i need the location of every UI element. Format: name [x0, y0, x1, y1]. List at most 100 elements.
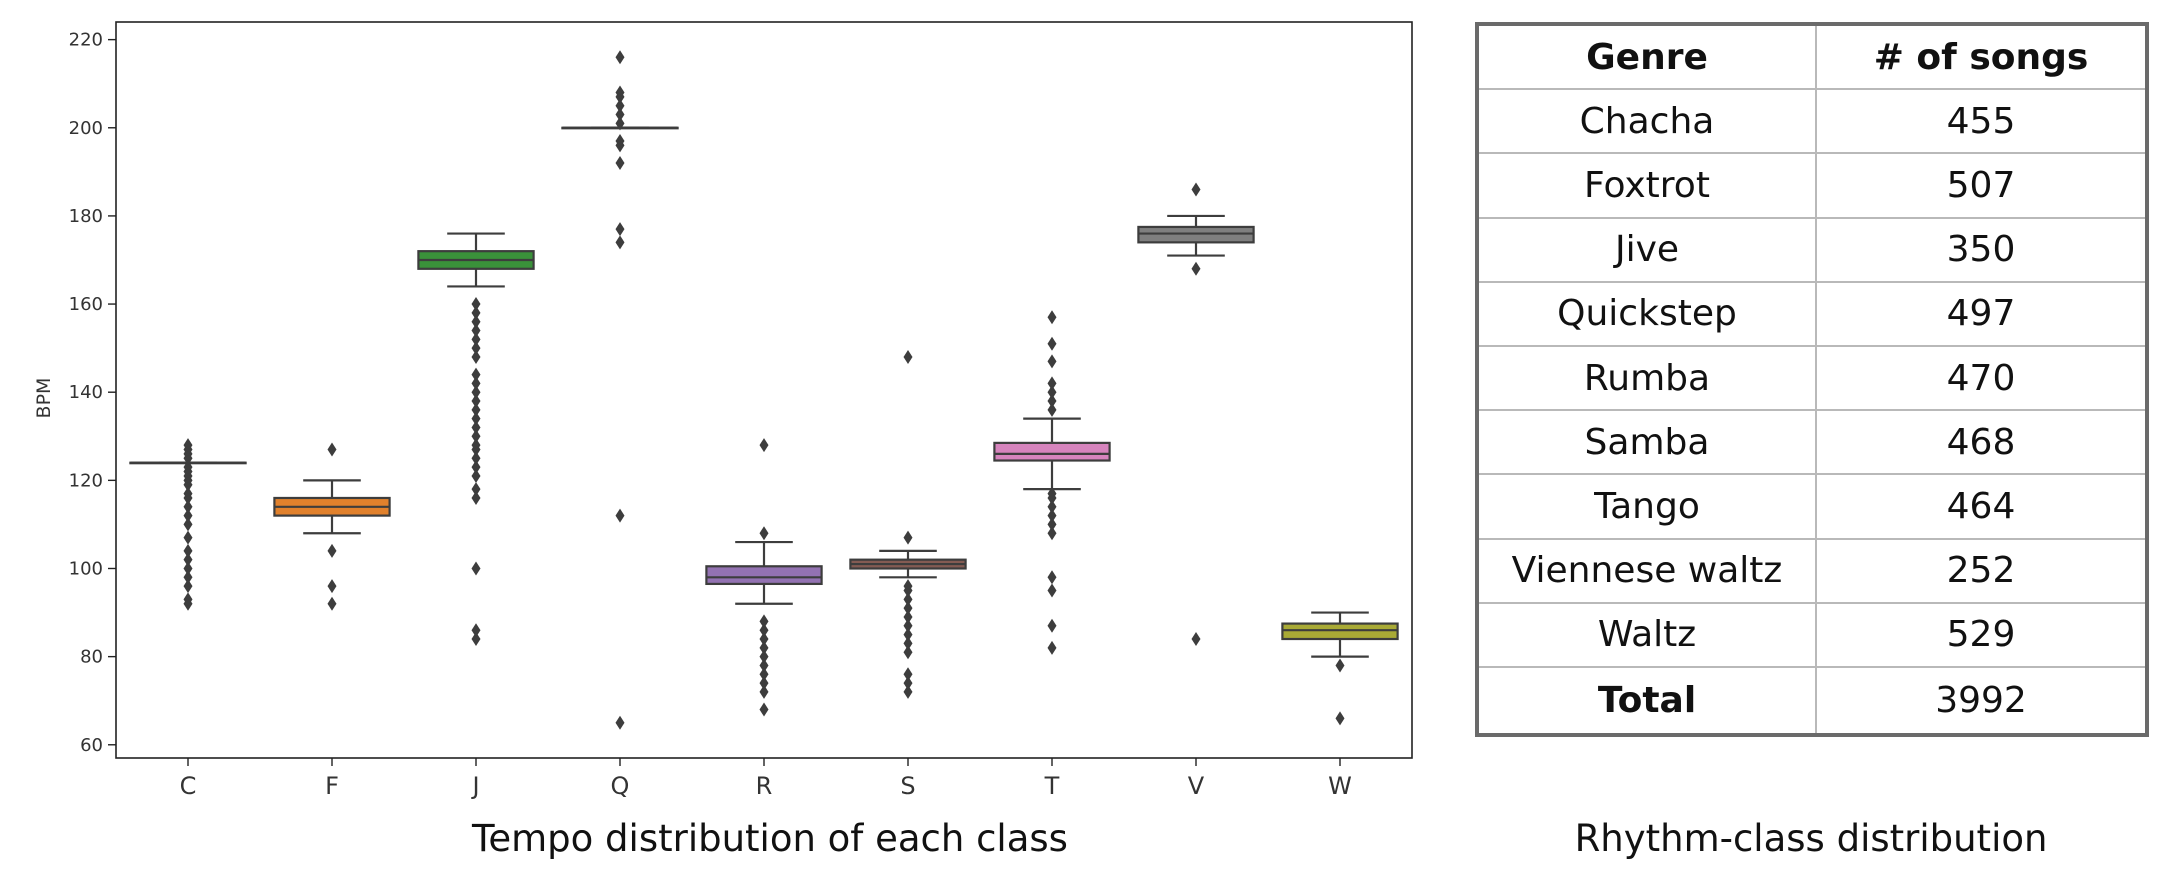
outlier-point — [1335, 711, 1345, 726]
box-iqr — [1137, 225, 1255, 244]
outlier-point — [1047, 376, 1057, 391]
outlier-point — [1047, 583, 1057, 598]
y-tick-label: 80 — [80, 647, 103, 668]
x-tick-label: F — [325, 772, 339, 800]
outlier-point — [615, 85, 625, 100]
outlier-point — [903, 601, 913, 616]
outlier-point — [471, 332, 481, 347]
song-count-cell: 507 — [1815, 152, 2148, 219]
table-row: Waltz 529 — [1476, 601, 2148, 668]
song-count-cell: 470 — [1815, 344, 2148, 412]
song-count-cell: 3992 — [1815, 665, 2148, 736]
outlier-point — [615, 50, 625, 65]
table-row: Jive 350 — [1476, 216, 2148, 283]
outlier-point — [183, 579, 193, 594]
box-iqr — [1281, 622, 1399, 641]
genre-cell: Chacha — [1476, 88, 1817, 155]
outlier-point — [615, 107, 625, 122]
outlier-point — [183, 438, 193, 453]
box-iqr — [993, 441, 1111, 462]
genre-cell: Waltz — [1476, 601, 1817, 668]
y-axis-label: BPM — [33, 378, 55, 419]
outlier-point — [903, 579, 913, 594]
outlier-point — [1047, 354, 1057, 369]
outlier-point — [471, 411, 481, 426]
outlier-point — [471, 314, 481, 329]
outlier-point — [183, 530, 193, 545]
table-row: Rumba 470 — [1476, 344, 2148, 412]
rhythm-class-table: Genre # of songs Chacha 455 Foxtrot 507 Jive… — [1475, 22, 2149, 737]
outlier-point — [471, 394, 481, 409]
song-count-cell: 350 — [1815, 216, 2148, 283]
outlier-point — [471, 420, 481, 435]
outlier-point — [615, 156, 625, 171]
outlier-point — [183, 460, 193, 475]
outlier-point — [759, 658, 769, 673]
outlier-point — [183, 570, 193, 585]
outlier-point — [471, 349, 481, 364]
outlier-point — [1047, 336, 1057, 351]
outlier-point — [903, 645, 913, 660]
outlier-point — [1047, 499, 1057, 514]
outlier-point — [183, 499, 193, 514]
outlier-point — [903, 676, 913, 691]
outlier-point — [759, 640, 769, 655]
outlier-point — [471, 632, 481, 647]
outlier-point — [759, 667, 769, 682]
outlier-point — [615, 98, 625, 113]
outlier-point — [471, 341, 481, 356]
table-row: Viennese waltz 252 — [1476, 537, 2148, 604]
outlier-point — [471, 623, 481, 638]
outlier-point — [903, 592, 913, 607]
table-row: Tango 464 — [1476, 473, 2148, 540]
header-genre: Genre — [1476, 22, 1817, 91]
y-tick-label: 120 — [69, 470, 103, 491]
outlier-point — [759, 702, 769, 717]
outlier-point — [1047, 508, 1057, 523]
genre-cell: Tango — [1476, 473, 1817, 540]
outlier-point — [759, 632, 769, 647]
outlier-point — [471, 561, 481, 576]
table-row: Chacha 455 — [1476, 88, 2148, 155]
y-tick-label: 200 — [69, 118, 103, 139]
outlier-point — [183, 592, 193, 607]
outlier-point — [183, 517, 193, 532]
outlier-point — [759, 438, 769, 453]
song-count-cell: 252 — [1815, 537, 2148, 604]
outlier-point — [1047, 640, 1057, 655]
x-tick-label: Q — [611, 772, 630, 800]
genre-cell: Jive — [1476, 216, 1817, 283]
outlier-point — [471, 460, 481, 475]
x-tick-label: C — [180, 772, 197, 800]
outlier-point — [759, 614, 769, 629]
box-iqr — [705, 565, 823, 586]
caption-rhythm-class-distribution: Rhythm-class distribution — [1575, 817, 2048, 860]
genre-cell: Total — [1476, 665, 1817, 736]
outlier-point — [615, 715, 625, 730]
outlier-point — [471, 468, 481, 483]
outlier-point — [1047, 385, 1057, 400]
x-tick-label: V — [1188, 772, 1205, 800]
outlier-point — [615, 116, 625, 131]
outlier-point — [471, 367, 481, 382]
outlier-point — [903, 667, 913, 682]
song-count-cell: 529 — [1815, 601, 2148, 668]
y-tick-label: 140 — [69, 382, 103, 403]
outlier-point — [1047, 570, 1057, 585]
genre-cell: Foxtrot — [1476, 152, 1817, 219]
outlier-point — [1335, 658, 1345, 673]
outlier-point — [903, 618, 913, 633]
outlier-point — [615, 222, 625, 237]
outlier-point — [1191, 632, 1201, 647]
y-tick-label: 100 — [69, 558, 103, 579]
outlier-point — [471, 323, 481, 338]
outlier-point — [1047, 402, 1057, 417]
song-count-cell: 497 — [1815, 280, 2148, 347]
genre-cell: Viennese waltz — [1476, 537, 1817, 604]
y-tick-label: 180 — [69, 206, 103, 227]
outlier-point — [1047, 310, 1057, 325]
outlier-point — [471, 482, 481, 497]
table-row: Foxtrot 507 — [1476, 152, 2148, 219]
x-tick-label: W — [1328, 772, 1352, 800]
